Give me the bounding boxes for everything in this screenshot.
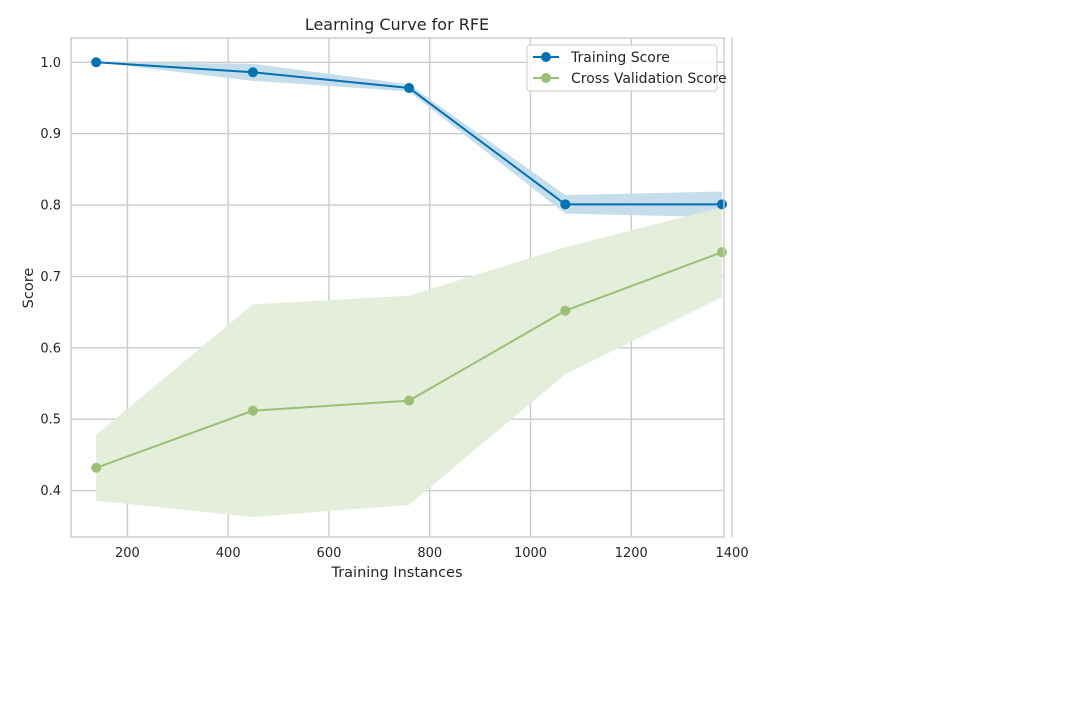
x-tick-label: 400 bbox=[216, 546, 241, 561]
legend-cv-swatch-marker bbox=[541, 73, 551, 83]
y-tick-label: 0.5 bbox=[40, 413, 61, 428]
x-tick-labels: 200 400 600 800 1000 1200 1400 bbox=[115, 546, 749, 561]
cross-validation-score-point bbox=[404, 395, 415, 406]
x-tick-label: 200 bbox=[115, 546, 140, 561]
y-tick-label: 0.6 bbox=[40, 341, 61, 356]
y-tick-label: 0.4 bbox=[40, 484, 61, 499]
training-score-point bbox=[404, 82, 415, 93]
x-tick-label: 600 bbox=[317, 546, 342, 561]
cross-validation-score-point bbox=[247, 405, 258, 416]
legend-training-label: Training Score bbox=[570, 50, 670, 66]
training-score-point bbox=[560, 199, 571, 210]
plot-frame bbox=[70, 37, 725, 538]
x-tick-label: 1400 bbox=[716, 546, 749, 561]
y-axis-label: Score bbox=[21, 268, 37, 309]
cross-validation-score-band bbox=[96, 207, 722, 518]
legend: Training Score Cross Validation Score bbox=[526, 44, 727, 92]
chart-title: Learning Curve for RFE bbox=[305, 15, 489, 34]
x-tick-label: 1000 bbox=[514, 546, 547, 561]
cross-validation-score-point bbox=[716, 247, 727, 258]
x-tick-label: 800 bbox=[417, 546, 442, 561]
y-tick-label: 0.7 bbox=[40, 270, 61, 285]
training-score-point bbox=[91, 57, 102, 68]
legend-box bbox=[526, 44, 718, 92]
y-tick-label: 1.0 bbox=[40, 56, 61, 71]
legend-cv-label: Cross Validation Score bbox=[571, 71, 727, 87]
training-score-band bbox=[96, 62, 722, 218]
x-tick-label: 1200 bbox=[615, 546, 648, 561]
training-score-point bbox=[716, 199, 727, 210]
y-tick-label: 0.8 bbox=[40, 199, 61, 214]
y-tick-label: 0.9 bbox=[40, 127, 61, 142]
legend-training-swatch-marker bbox=[541, 52, 551, 62]
training-score-point bbox=[247, 67, 258, 78]
cross-validation-score-point bbox=[560, 305, 571, 316]
confidence-bands bbox=[96, 62, 722, 518]
cross-validation-score-point bbox=[91, 462, 102, 473]
x-axis-label: Training Instances bbox=[330, 565, 462, 581]
y-tick-labels: 0.4 0.5 0.6 0.7 0.8 0.9 1.0 bbox=[40, 56, 61, 499]
